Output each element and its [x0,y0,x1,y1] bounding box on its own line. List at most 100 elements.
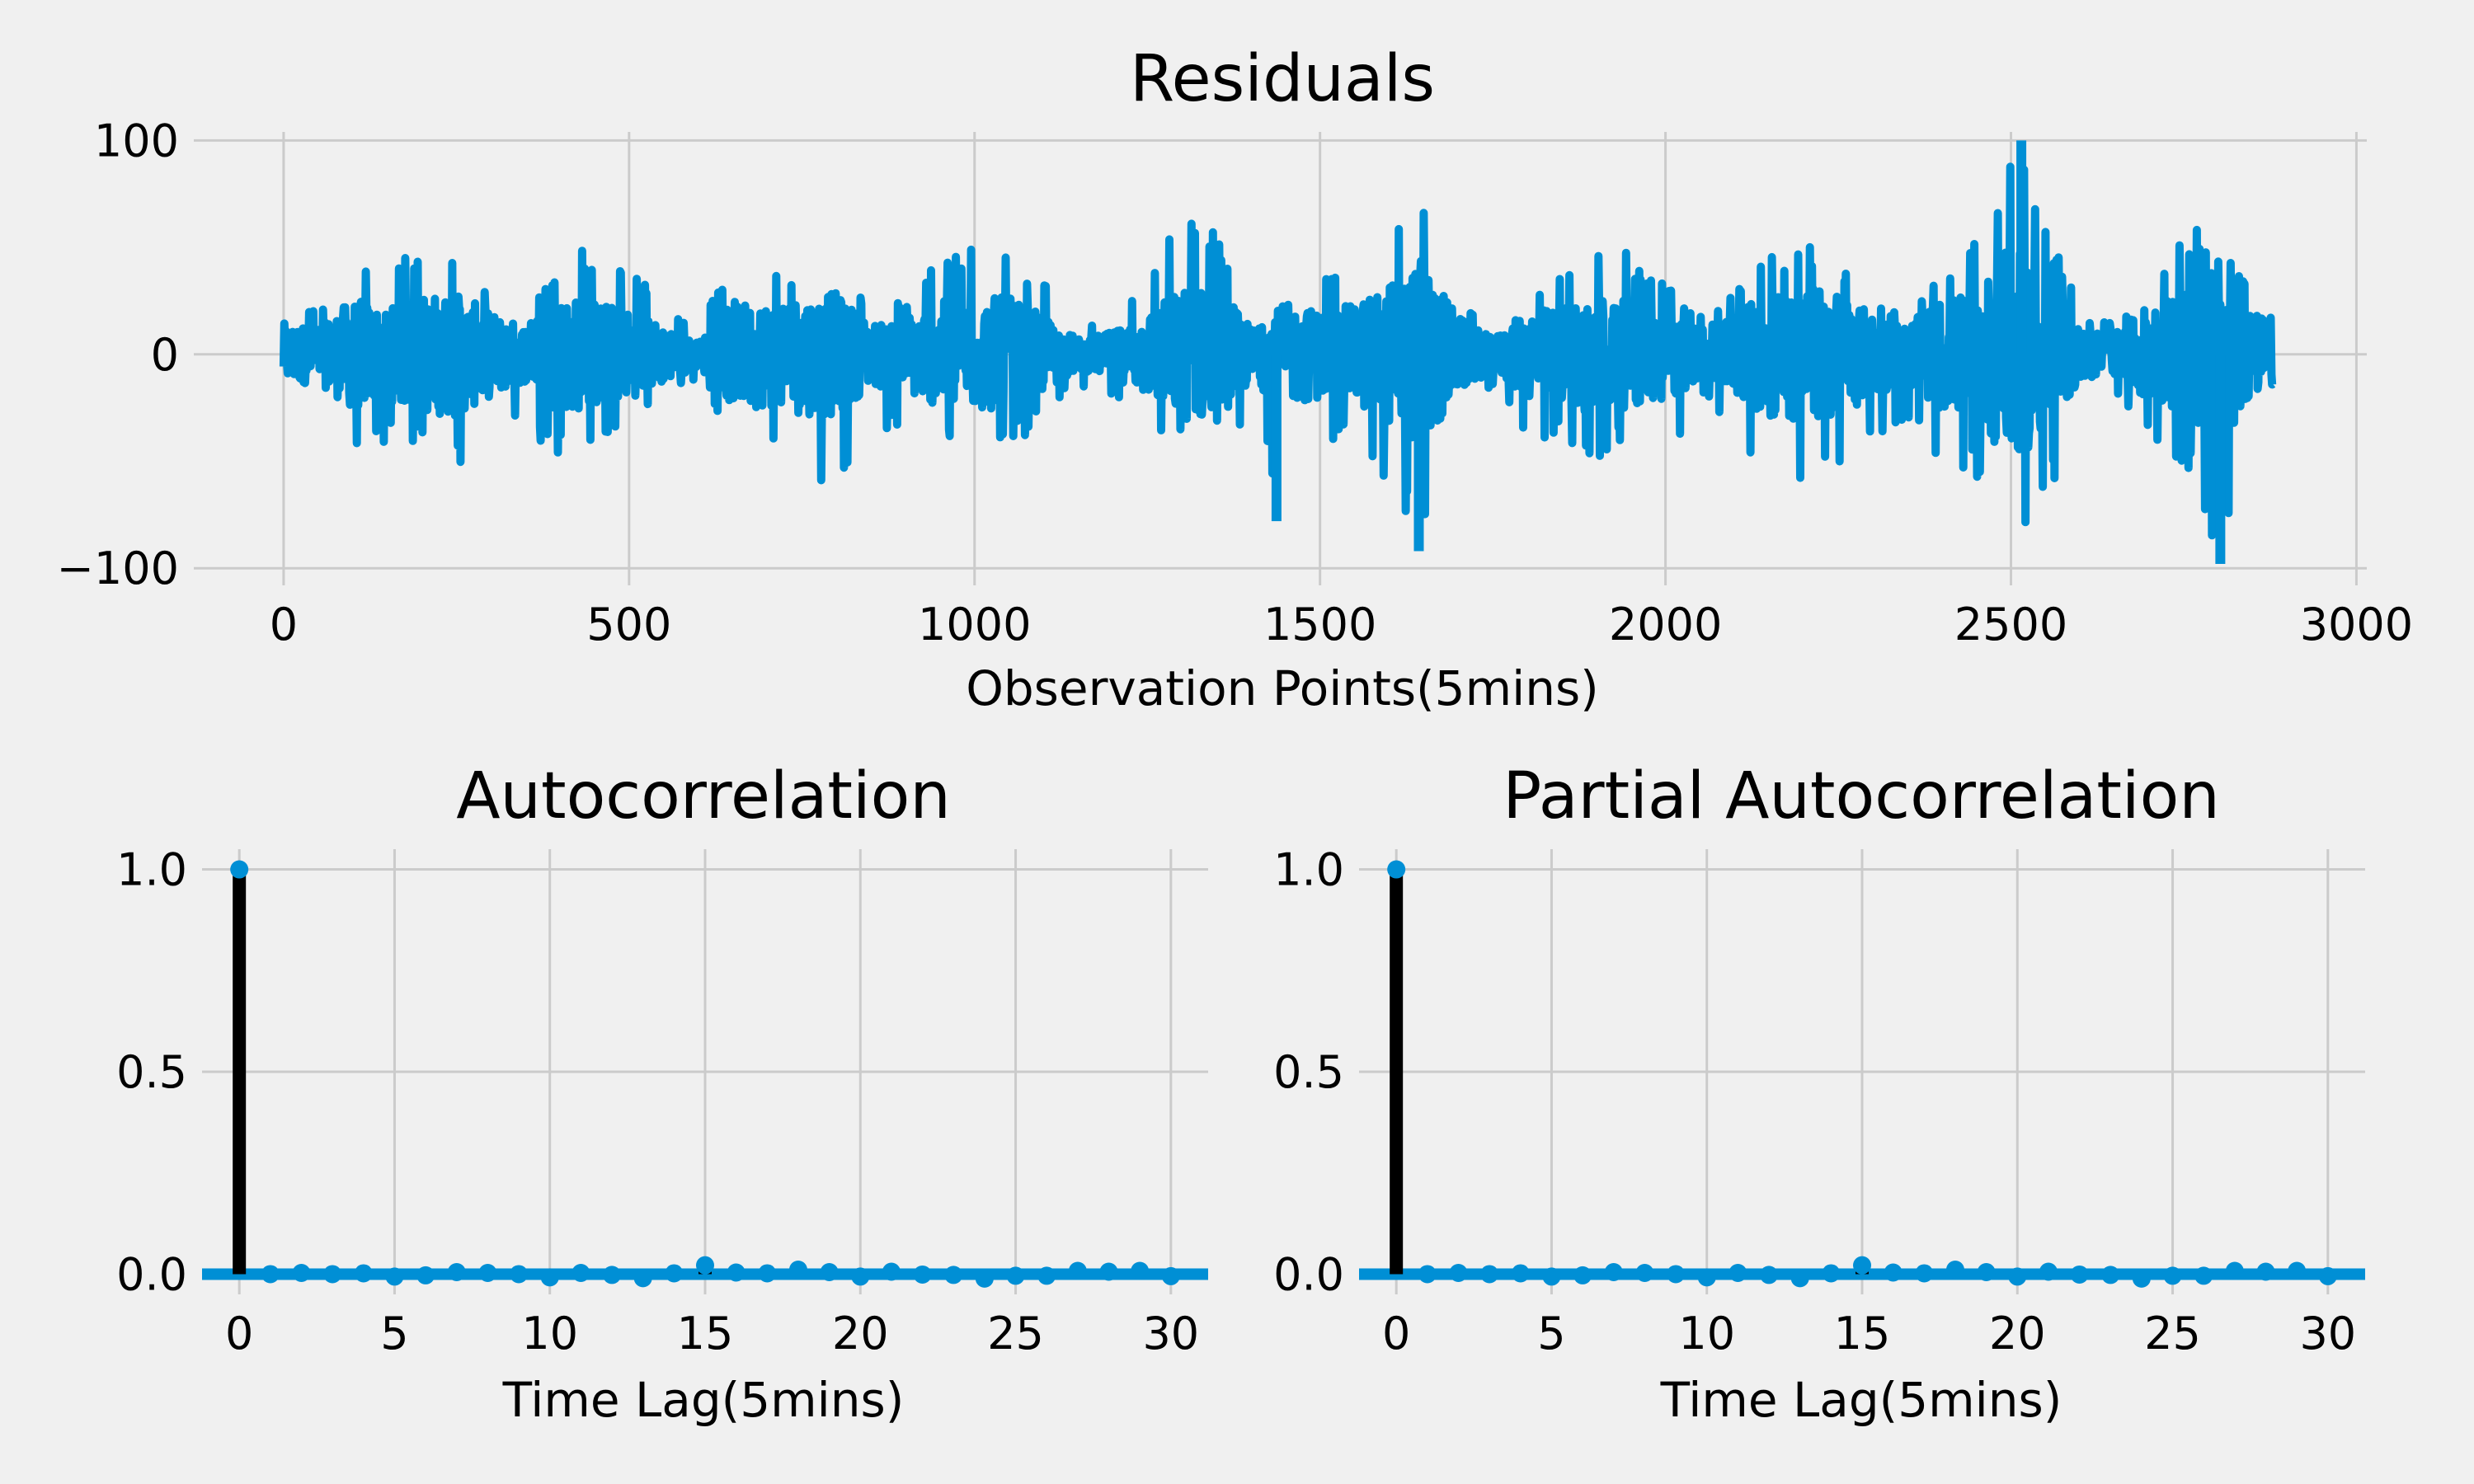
stem-marker [1418,1265,1437,1284]
autocorrelation-grid [202,849,1208,1294]
stem-marker [633,1269,652,1288]
stem-marker [665,1264,684,1283]
x-tick-label: 5 [1537,1308,1565,1360]
stem-marker [2070,1265,2089,1284]
stem-marker [1790,1269,1809,1288]
stem-marker [1068,1261,1087,1280]
y-tick-label: 1.0 [116,844,187,896]
y-tick-label: 0.5 [1273,1046,1344,1098]
stem-marker [913,1265,932,1284]
stem-marker [478,1263,497,1282]
stem-marker [727,1263,745,1282]
stem-marker [1573,1266,1592,1284]
partial-autocorrelation-series [1359,860,2365,1288]
x-tick-label: 0 [1382,1308,1410,1360]
stem-marker [975,1269,994,1288]
stem-marker [510,1265,529,1284]
stem-marker [2318,1266,2337,1285]
stem-marker [2256,1262,2275,1281]
stem-marker [788,1261,807,1280]
x-tick-label: 1000 [918,599,1031,650]
stem-marker [1480,1265,1499,1284]
autocorrelation-series [202,860,1208,1288]
stem-marker [1977,1263,1996,1281]
stem-marker [882,1262,901,1281]
stem-marker [571,1263,590,1282]
stem-marker [2039,1262,2058,1281]
stem-marker [2288,1261,2307,1280]
stem-marker [1729,1263,1747,1282]
stem-marker [230,860,249,879]
stem-marker [1387,860,1406,879]
x-tick-label: 10 [1678,1308,1735,1360]
residuals-x-axis-label: Observation Points(5mins) [966,660,1599,716]
stem-marker [1161,1266,1180,1285]
stem-marker [416,1266,435,1284]
stem-marker [261,1265,280,1284]
stem-marker [354,1264,373,1283]
residuals-series [279,140,2277,565]
stem-marker [540,1268,559,1287]
stem-marker [1542,1267,1561,1286]
y-tick-label: 1.0 [1273,844,1344,896]
stem-marker [2163,1266,2182,1285]
residuals-line [279,162,2277,540]
x-tick-label: 2000 [1609,599,1722,650]
residuals-title: Residuals [1130,42,1435,116]
y-tick-label: 0.5 [116,1046,187,1098]
x-tick-label: 10 [521,1308,578,1360]
partial-autocorrelation-chart: 0 5 10 15 20 25 30 0.0 0.5 1.0 Partial Autocorrel… [1273,759,2365,1428]
y-tick-label: 0.0 [1273,1248,1344,1300]
y-tick-label: −100 [57,542,179,594]
stem-marker [385,1267,404,1286]
x-tick-label: 2500 [1954,599,2067,650]
stem-marker [1945,1261,1964,1280]
x-tick-label: 15 [1834,1308,1891,1360]
autocorrelation-x-axis-label: Time Lag(5mins) [502,1372,905,1428]
partial-autocorrelation-tick-labels: 0 5 10 15 20 25 30 0.0 0.5 1.0 [1273,844,2356,1360]
stem-marker [758,1264,777,1283]
stem-marker [1604,1263,1623,1281]
stem-marker [1037,1266,1056,1285]
stem-marker [1449,1263,1468,1282]
stem-marker [2008,1267,2027,1286]
y-tick-label: 100 [94,115,179,167]
stem-marker [1635,1263,1654,1282]
x-tick-label: 1500 [1263,599,1376,650]
stem-marker [1697,1268,1716,1287]
stem-marker [1667,1265,1686,1284]
residuals-tick-labels: 0 500 1000 1500 2000 2500 3000 −100 0 100 [57,115,2413,650]
x-tick-label: 20 [832,1308,889,1360]
x-tick-label: 25 [2144,1308,2201,1360]
stem-marker [1006,1266,1025,1285]
stem-marker [292,1263,311,1282]
partial-autocorrelation-title: Partial Autocorrelation [1503,759,2220,834]
stem-marker [1915,1264,1934,1283]
x-tick-label: 5 [380,1308,408,1360]
stem-marker [2194,1266,2213,1285]
autocorrelation-chart: 0 5 10 15 20 25 30 0.0 0.5 1.0 Autocorrelation Ti… [116,759,1208,1428]
stem-marker [323,1265,342,1284]
stem-marker [696,1256,714,1275]
partial-autocorrelation-x-axis-label: Time Lag(5mins) [1660,1372,2062,1428]
stem-marker [1853,1256,1871,1275]
autocorrelation-title: Autocorrelation [456,759,951,834]
x-tick-label: 15 [677,1308,734,1360]
y-tick-label: 0.0 [116,1248,187,1300]
stem-marker [820,1263,839,1281]
stem-marker [2101,1266,2120,1284]
stem-marker [1099,1262,1118,1281]
x-tick-label: 500 [586,599,671,650]
x-tick-label: 20 [1989,1308,2046,1360]
partial-autocorrelation-grid [1359,849,2365,1294]
stem-marker [603,1266,622,1284]
x-tick-label: 3000 [2300,599,2413,650]
stem-marker [944,1266,963,1284]
stem-marker [2132,1269,2151,1288]
x-tick-label: 25 [987,1308,1044,1360]
autocorrelation-tick-labels: 0 5 10 15 20 25 30 0.0 0.5 1.0 [116,844,1199,1360]
stem-marker [1760,1266,1779,1284]
x-tick-label: 0 [225,1308,253,1360]
stem-marker [1884,1263,1903,1282]
